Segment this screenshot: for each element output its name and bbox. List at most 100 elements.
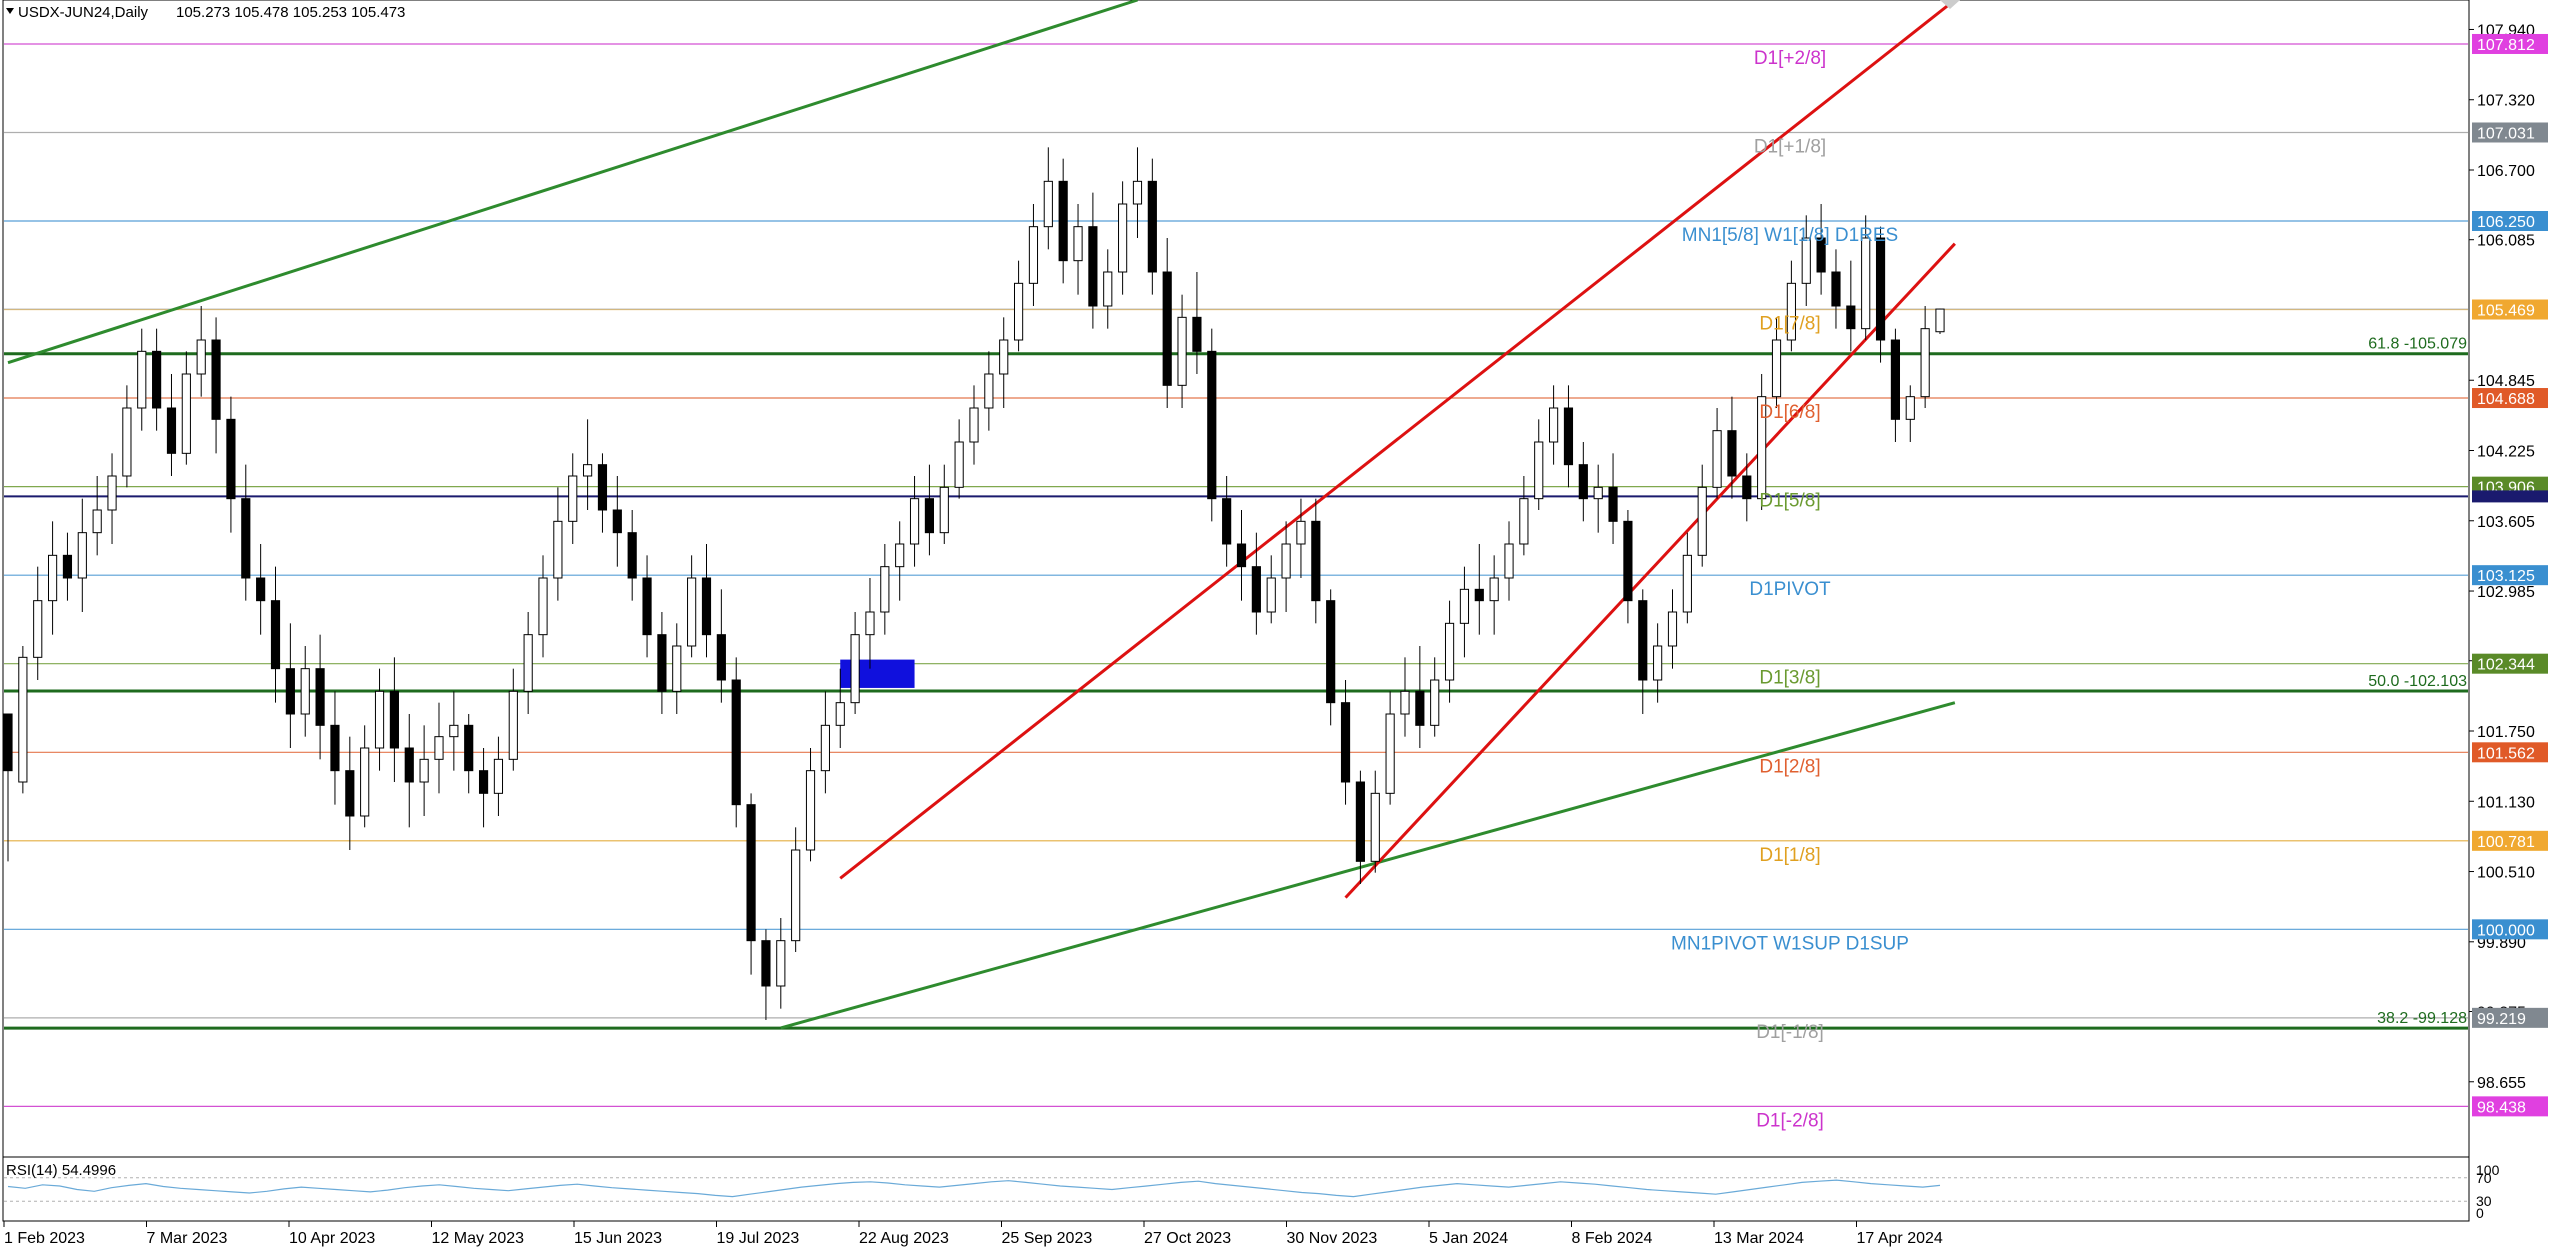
candle-body-105: [1563, 407, 1574, 466]
candle-body-60: [895, 543, 905, 568]
candle-body-17: [256, 577, 266, 602]
candle-body-23: [345, 770, 355, 817]
level-label-1: D1[+1/8]: [1754, 136, 1826, 157]
level-label-4: D1[6/8]: [1759, 402, 1820, 423]
rsi-indicator: [4, 1177, 2468, 1202]
red-channel-lower: [1344, 242, 1956, 899]
candle-body-102: [1519, 498, 1529, 545]
candle-body-46: [687, 577, 697, 647]
candle-body-91: [1355, 781, 1365, 862]
lower-channel-green: [780, 701, 1956, 1030]
date-tick-label-0: 1 Feb 2023: [4, 1230, 85, 1247]
price-tick-label-14: 98.655: [2477, 1075, 2526, 1092]
candle-body-84: [1251, 566, 1261, 613]
date-tick-label-2: 10 Apr 2023: [289, 1230, 375, 1247]
level-label-7: D1[3/8]: [1759, 668, 1820, 689]
candle-body-89: [1326, 600, 1336, 704]
candle-body-98: [1459, 588, 1470, 624]
candle-body-88: [1311, 520, 1321, 602]
price-badge-2: 106.250: [2477, 214, 2535, 231]
candle-body-41: [612, 509, 622, 534]
candle-body-28: [419, 758, 429, 783]
candle-body-13: [196, 339, 206, 375]
candle-body-93: [1385, 713, 1395, 794]
candle-body-68: [1013, 282, 1024, 341]
candle-body-35: [523, 634, 533, 692]
candle-body-24: [360, 747, 370, 817]
candle-body-32: [478, 770, 489, 794]
price-badge-6: 103.125: [2477, 568, 2535, 585]
rsi-title: RSI(14) 54.4996: [6, 1162, 116, 1179]
date-tick-label-1: 7 Mar 2023: [147, 1230, 228, 1247]
date-tick-label-6: 22 Aug 2023: [859, 1230, 949, 1247]
rsi-level-100: 100: [2476, 1162, 2500, 1178]
candle-body-2: [33, 600, 43, 658]
rsi-line: [7, 1179, 1941, 1198]
candle-body-129: [1920, 328, 1930, 398]
candle-body-12: [181, 373, 191, 454]
scroll-marker-icon[interactable]: [1940, 0, 1960, 9]
candle-body-75: [1118, 203, 1128, 273]
price-badge-bg-3: [2472, 299, 2548, 320]
candle-body-112: [1667, 611, 1678, 647]
price-badge-bg-11: [2472, 1007, 2548, 1028]
candle-body-66: [984, 373, 994, 409]
candle-body-128: [1905, 396, 1915, 420]
candle-body-90: [1340, 702, 1351, 783]
level-label-12: D1[-2/8]: [1756, 1110, 1824, 1131]
candle-body-64: [954, 441, 964, 488]
candle-body-73: [1088, 226, 1098, 307]
candle-body-74: [1103, 271, 1113, 307]
candle-body-123: [1831, 271, 1841, 307]
candle-body-101: [1504, 543, 1514, 579]
candle-body-53: [791, 849, 801, 942]
candle-body-10: [152, 350, 162, 409]
date-tick-label-11: 8 Feb 2024: [1572, 1230, 1653, 1247]
price-tick-label-6: 103.605: [2477, 514, 2535, 531]
date-tick-label-10: 5 Jan 2024: [1429, 1230, 1508, 1247]
candle-body-7: [107, 475, 117, 511]
trendlines: [7, 0, 1956, 1030]
candle-body-57: [850, 634, 860, 704]
price-tick-label-11: 100.510: [2477, 865, 2535, 882]
candle-body-3: [47, 554, 58, 602]
level-label-10: MN1PIVOT W1SUP D1SUP: [1671, 933, 1909, 954]
candle-body-44: [657, 634, 667, 692]
candle-body-49: [731, 679, 741, 806]
candle-body-67: [999, 339, 1009, 375]
candle-body-25: [374, 690, 385, 749]
candle-body-62: [924, 498, 935, 534]
candle-body-37: [553, 520, 563, 579]
candle-body-78: [1162, 271, 1172, 386]
candle-body-71: [1058, 180, 1068, 262]
candle-body-86: [1281, 543, 1291, 579]
symbol-timeframe: USDX-JUN24,Daily: [18, 4, 149, 21]
candle-body-83: [1236, 543, 1247, 568]
candle-body-77: [1147, 180, 1157, 273]
candle-body-11: [166, 407, 177, 454]
symbol-dropdown-icon[interactable]: [6, 8, 14, 14]
rsi-level-70: 70: [2476, 1170, 2492, 1186]
candle-body-21: [315, 668, 325, 726]
price-tick-label-7: 102.985: [2477, 584, 2535, 601]
level-label-11: D1[-1/8]: [1756, 1022, 1824, 1043]
candle-body-27: [404, 747, 414, 783]
candle-body-42: [627, 532, 637, 579]
candle-body-95: [1415, 690, 1425, 726]
price-badge-bg-12: [2472, 1096, 2548, 1117]
candle-body-92: [1370, 792, 1380, 862]
candle-body-45: [672, 645, 682, 692]
candle-body-55: [820, 724, 830, 772]
candle-body-26: [389, 690, 399, 749]
date-tick-label-9: 30 Nov 2023: [1287, 1230, 1378, 1247]
candle-body-127: [1890, 339, 1901, 420]
candle-body-34: [508, 690, 518, 760]
candle-body-126: [1875, 237, 1886, 341]
candle-body-94: [1400, 690, 1410, 715]
candle-body-81: [1207, 350, 1217, 500]
candle-body-97: [1444, 622, 1455, 681]
candle-body-115: [1712, 430, 1722, 488]
upper-channel-green: [7, 0, 1138, 365]
date-tick-label-13: 17 Apr 2024: [1857, 1230, 1943, 1247]
